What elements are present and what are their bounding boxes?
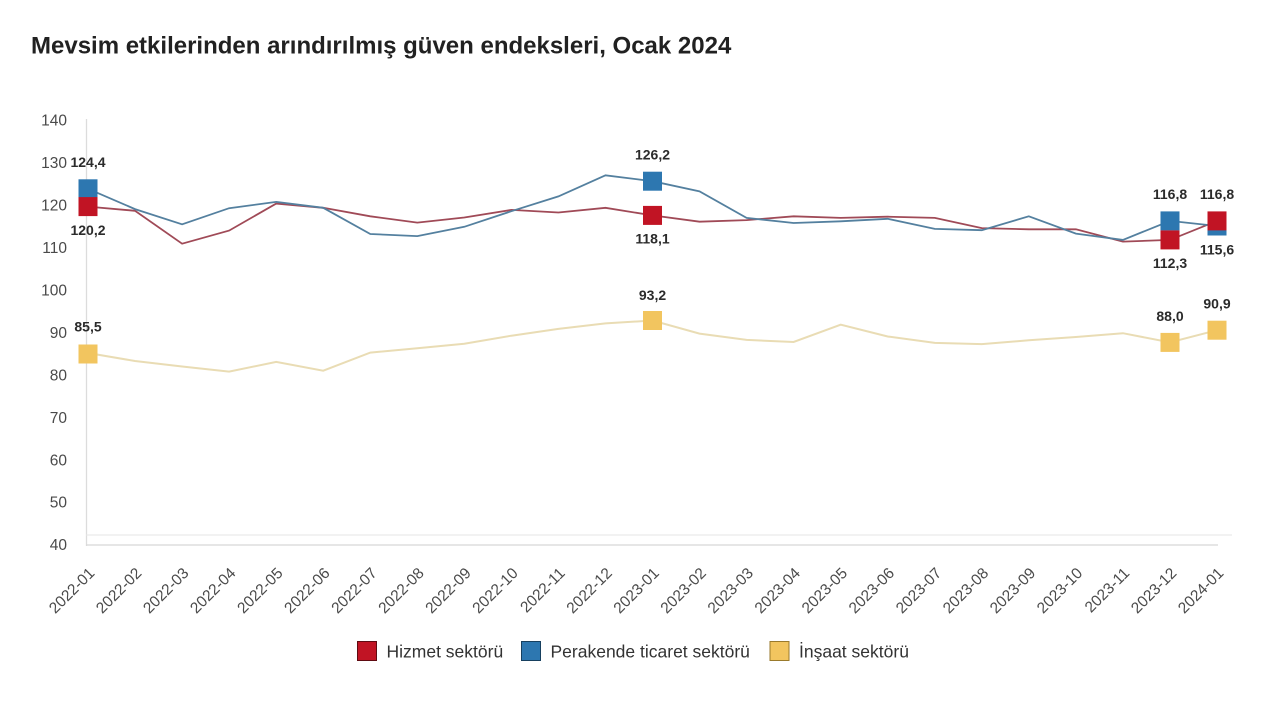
svg-text:100: 100 <box>41 282 67 299</box>
svg-text:112,3: 112,3 <box>1153 255 1187 271</box>
svg-text:120: 120 <box>41 198 67 215</box>
svg-text:Perakende ticaret sektörü: Perakende ticaret sektörü <box>551 642 750 662</box>
svg-text:140: 140 <box>41 113 67 130</box>
svg-text:116,8: 116,8 <box>1153 186 1187 202</box>
svg-text:88,0: 88,0 <box>1156 308 1183 324</box>
svg-text:70: 70 <box>50 410 68 427</box>
svg-text:124,4: 124,4 <box>70 154 105 170</box>
svg-text:60: 60 <box>50 452 68 469</box>
svg-text:Hizmet sektörü: Hizmet sektörü <box>387 642 504 662</box>
svg-text:50: 50 <box>50 495 68 512</box>
svg-text:85,5: 85,5 <box>74 319 101 335</box>
svg-text:126,2: 126,2 <box>635 147 670 163</box>
svg-text:118,1: 118,1 <box>635 231 669 247</box>
svg-text:İnşaat sektörü: İnşaat sektörü <box>799 642 909 662</box>
svg-text:120,2: 120,2 <box>70 222 105 238</box>
svg-text:93,2: 93,2 <box>639 287 666 303</box>
svg-text:116,8: 116,8 <box>1200 186 1234 202</box>
svg-text:Mevsim etkilerinden arındırılm: Mevsim etkilerinden arındırılmış güven e… <box>31 33 732 60</box>
svg-text:80: 80 <box>50 367 68 384</box>
svg-text:90,9: 90,9 <box>1203 296 1230 312</box>
svg-text:130: 130 <box>41 155 67 172</box>
svg-text:115,6: 115,6 <box>1200 242 1234 258</box>
svg-text:40: 40 <box>50 537 68 554</box>
svg-text:90: 90 <box>50 325 68 342</box>
svg-text:110: 110 <box>42 240 67 257</box>
